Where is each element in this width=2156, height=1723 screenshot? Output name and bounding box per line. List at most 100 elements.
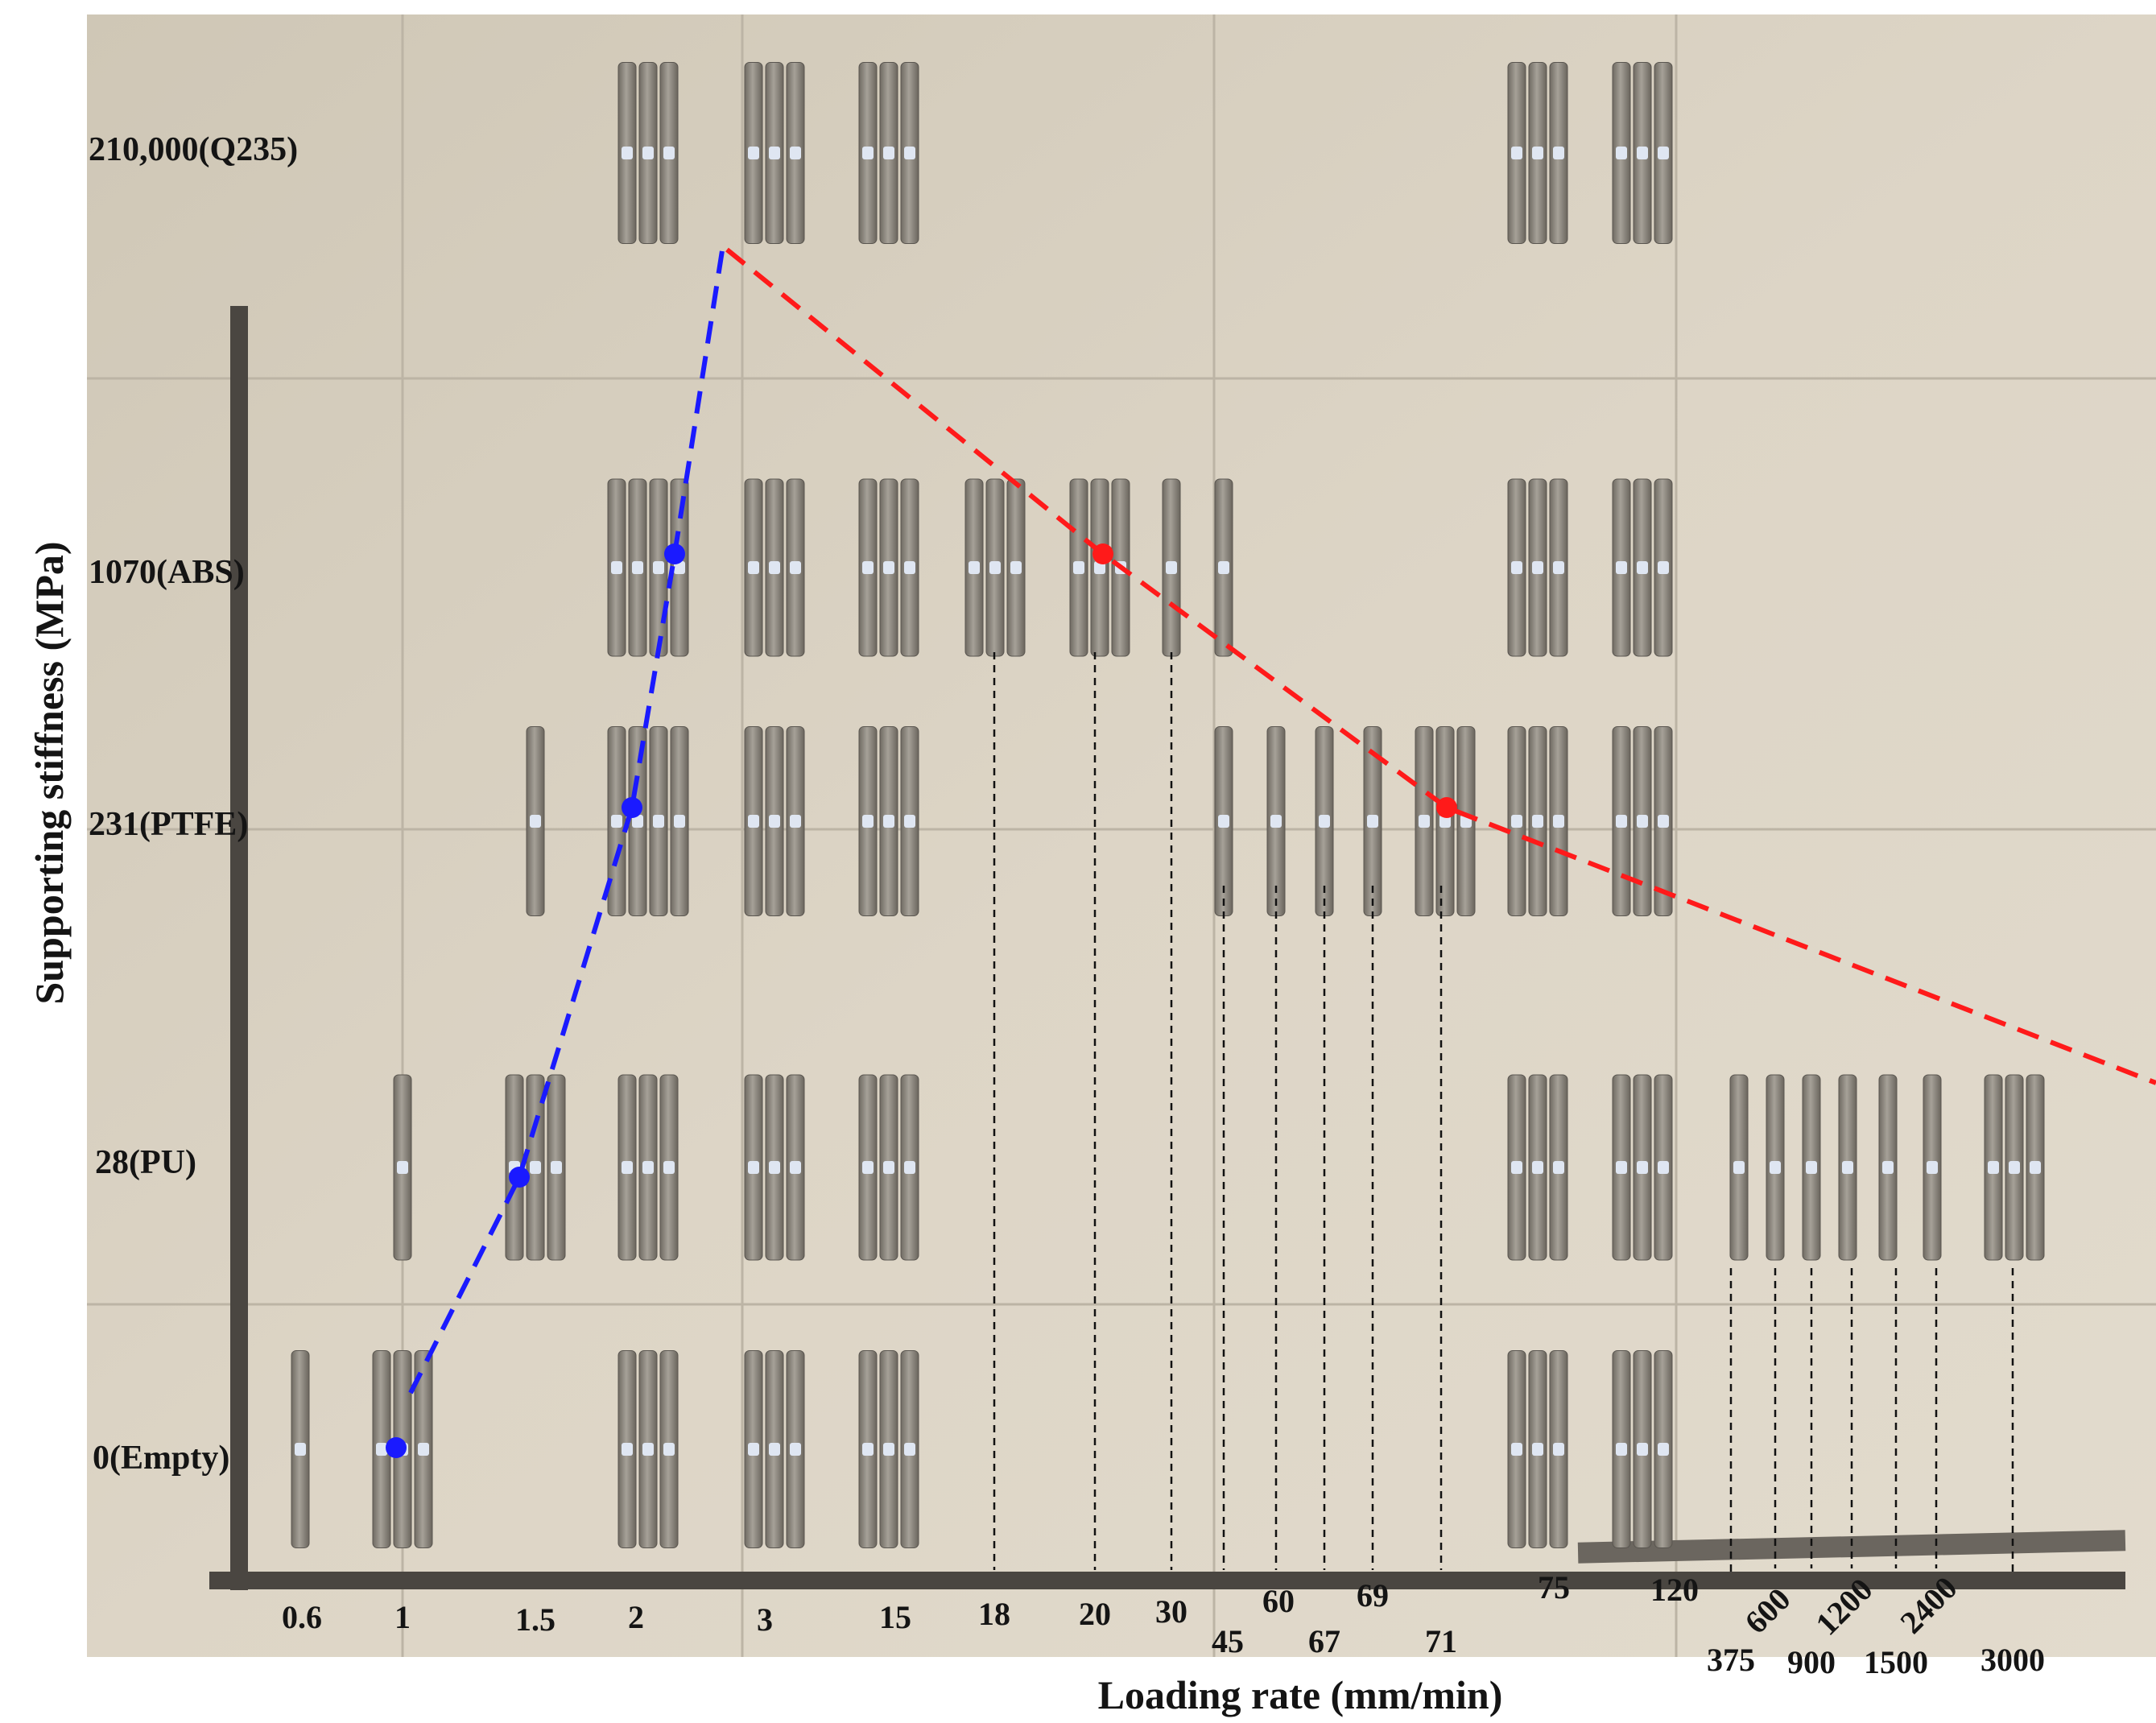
specimen-tag: [1553, 147, 1564, 159]
specimen-tag: [1637, 1161, 1648, 1174]
specimen-group: [617, 1350, 679, 1548]
x-tick-label: 2: [628, 1599, 644, 1635]
x-tick-label: 3: [757, 1601, 773, 1638]
specimen-group: [1802, 1074, 1821, 1261]
specimen-tag: [642, 1161, 654, 1174]
specimen-tag: [1532, 815, 1543, 828]
blue-data-point: [664, 543, 685, 564]
specimen-tag: [748, 147, 759, 159]
specimen-tag: [530, 1161, 541, 1174]
specimen-tag: [1988, 1161, 1999, 1174]
specimen-tag: [862, 561, 874, 574]
specimen-tag: [418, 1443, 429, 1456]
specimen-group: [1923, 1074, 1942, 1261]
specimen-tag: [862, 147, 874, 159]
x-tick-label: 0.6: [282, 1599, 322, 1635]
y-axis-label: Supporting stiffness (MPa): [27, 541, 72, 1004]
y-tick-label: 231(PTFE): [89, 806, 248, 843]
specimen-group: [1984, 1074, 2045, 1261]
specimen-tag: [611, 561, 622, 574]
specimen-tag: [674, 561, 685, 574]
specimen-tag: [1842, 1161, 1853, 1174]
specimen-tag: [769, 147, 780, 159]
specimen-tag: [2030, 1161, 2041, 1174]
specimen-group: [1507, 1350, 1568, 1548]
specimen-group: [1266, 726, 1286, 916]
specimen-tag: [1616, 815, 1627, 828]
specimen-tag: [1637, 561, 1648, 574]
specimen-group: [744, 478, 805, 657]
x-tick-label: 30: [1155, 1593, 1187, 1630]
specimen-group: [617, 62, 679, 244]
x-tick-label: 71: [1425, 1623, 1457, 1659]
specimen-group: [1507, 726, 1568, 916]
specimen-tag: [904, 1161, 915, 1174]
x-tick-label: 18: [978, 1596, 1010, 1632]
specimen-group: [858, 478, 919, 657]
specimen-tag: [611, 815, 622, 828]
specimen-tag: [1419, 815, 1430, 828]
specimen-tag: [653, 561, 664, 574]
specimen-group: [1507, 1074, 1568, 1261]
specimen-tag: [1637, 1443, 1648, 1456]
specimen-tag: [622, 1443, 633, 1456]
specimen-tag: [1367, 815, 1378, 828]
specimen-tag: [883, 561, 894, 574]
vertical-ruler: [230, 306, 248, 1590]
x-tick-label: 120: [1650, 1572, 1699, 1608]
specimen-tag: [862, 1443, 874, 1456]
specimen-tag: [1637, 147, 1648, 159]
specimen-tag: [1882, 1161, 1894, 1174]
specimen-tag: [1637, 815, 1648, 828]
specimen-tag: [1616, 1161, 1627, 1174]
specimen-groups: [291, 62, 2045, 1548]
specimen-tag: [1532, 1161, 1543, 1174]
horizontal-ruler: [209, 1572, 2125, 1589]
specimen-group: [505, 1074, 566, 1261]
specimen-tag: [769, 1161, 780, 1174]
specimen-group: [291, 1350, 310, 1548]
specimen-tag: [1616, 1443, 1627, 1456]
x-axis-label: Loading rate (mm/min): [1098, 1672, 1503, 1717]
specimen-tag: [904, 147, 915, 159]
specimen-tag: [1616, 147, 1627, 159]
specimen-tag: [1658, 1161, 1669, 1174]
specimen-tag: [1511, 561, 1522, 574]
x-tick-label: 45: [1212, 1623, 1244, 1659]
y-tick-labels: 0(Empty) 28(PU) 231(PTFE) 1070(ABS) 210,000(…: [89, 131, 298, 1477]
specimen-tag: [2009, 1161, 2020, 1174]
specimen-tag: [1553, 815, 1564, 828]
specimen-tag: [748, 1443, 759, 1456]
specimen-tag: [969, 561, 980, 574]
blue-trend-line: [408, 245, 725, 1395]
specimen-tag: [1553, 1443, 1564, 1456]
y-tick-label: 28(PU): [95, 1144, 196, 1181]
specimen-tag: [1770, 1161, 1781, 1174]
x-tick-label: 1.5: [515, 1601, 556, 1638]
specimen-tag: [551, 1161, 562, 1174]
specimen-tag: [1511, 147, 1522, 159]
specimen-group: [1612, 726, 1673, 916]
y-tick-label: 210,000(Q235): [89, 131, 298, 168]
x-tick-label: 900: [1787, 1644, 1836, 1680]
specimen-group: [1878, 1074, 1898, 1261]
specimen-tag: [769, 561, 780, 574]
specimen-group: [744, 62, 805, 244]
blue-data-point: [622, 797, 642, 818]
specimen-tag: [1733, 1161, 1745, 1174]
specimen-group: [526, 726, 545, 916]
specimen-tag: [748, 561, 759, 574]
specimen-group: [393, 1074, 412, 1261]
specimen-tag: [1511, 1161, 1522, 1174]
specimen-group: [1214, 478, 1233, 657]
specimen-tag: [1439, 815, 1451, 828]
specimen-tag: [748, 815, 759, 828]
specimen-group: [1612, 62, 1673, 244]
specimen-group: [1612, 1074, 1673, 1261]
specimen-tag: [1010, 561, 1022, 574]
specimen-group: [607, 726, 689, 916]
specimen-tag: [1927, 1161, 1938, 1174]
specimen-tag: [1319, 815, 1330, 828]
specimen-group: [1612, 478, 1673, 657]
